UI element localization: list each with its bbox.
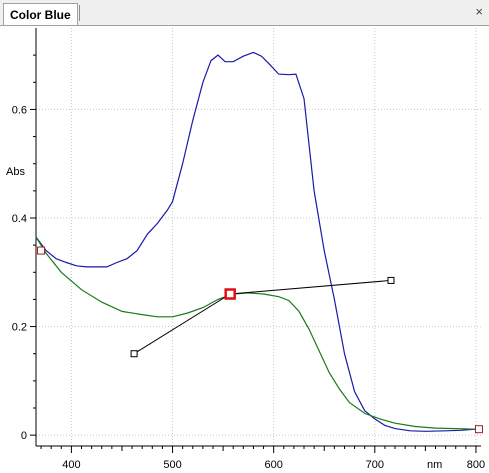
tab-color-blue[interactable]: Color Blue [3,3,78,26]
y-tick-label: 0.6 [12,104,27,116]
close-icon[interactable]: × [475,4,483,19]
axes: Abs nm 0 0.2 0.4 0.6 400 500 600 700 800 [6,28,485,471]
end-point[interactable] [474,425,483,434]
x-tick-label: 700 [366,459,384,471]
x-tick-label: 500 [163,459,181,471]
tab-separator [79,5,80,21]
absorbance-series-line [35,51,476,432]
y-axis-label: Abs [6,166,25,178]
series [35,51,476,432]
x-tick-label: 400 [62,459,80,471]
handle-in-point[interactable] [130,350,138,358]
x-tick-label: 800 [467,459,485,471]
selected-anchor-point[interactable] [224,288,236,300]
handle-out-point[interactable] [387,276,395,284]
spectrum-chart[interactable]: Abs nm 0 0.2 0.4 0.6 400 500 600 700 800 [0,26,489,473]
fitted-series-line [35,236,476,430]
x-axis-label: nm [427,459,442,471]
grid [36,28,481,446]
x-tick-label: 600 [264,459,282,471]
tab-bar: Color Blue × [0,0,489,26]
y-tick-label: 0.4 [12,213,27,225]
handle-out-line [230,279,392,295]
tab-label: Color Blue [10,8,71,22]
y-tick-label: 0.2 [12,322,27,334]
control-points[interactable] [37,246,483,434]
y-tick-label: 0 [21,430,27,442]
start-point[interactable] [37,246,46,255]
plot-area[interactable]: Abs nm 0 0.2 0.4 0.6 400 500 600 700 800 [0,25,489,473]
handle-in-line [133,293,231,355]
